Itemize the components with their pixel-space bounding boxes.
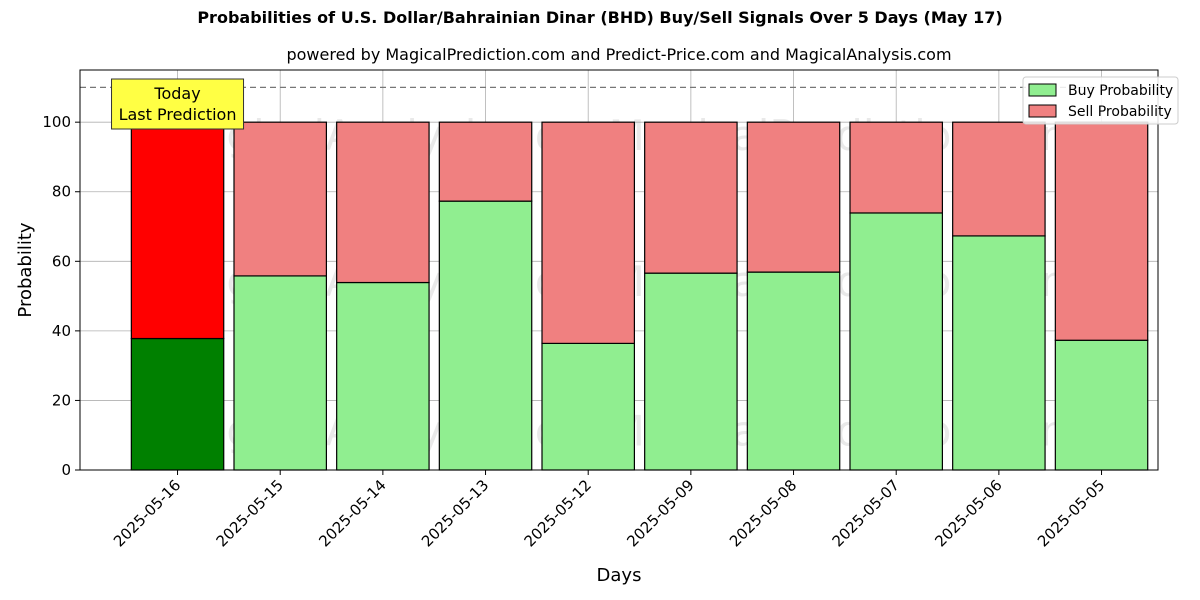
y-tick-label: 40: [52, 322, 71, 340]
legend-label: Buy Probability: [1068, 83, 1173, 99]
buy-bar: [336, 281, 430, 471]
buy-bar: [233, 275, 328, 471]
buy-bar: [541, 342, 636, 471]
buy-bar: [952, 235, 1046, 471]
y-tick-label: 100: [42, 113, 71, 131]
sell-bar: [233, 121, 328, 277]
legend-frame: [1022, 76, 1179, 125]
x-tick-label: 2025-05-05: [1034, 476, 1108, 550]
chart-title: Probabilities of U.S. Dollar/Bahrainian …: [197, 8, 1003, 27]
x-tick-label: 2025-05-15: [213, 476, 287, 550]
y-axis-label: Probability: [15, 222, 36, 317]
x-tick-label: 2025-05-09: [623, 476, 697, 550]
buy-bar: [746, 271, 841, 471]
chart-subtitle: powered by MagicalPrediction.com and Pre…: [286, 45, 952, 64]
sell-bar: [952, 121, 1046, 237]
legend-swatch: [1028, 104, 1057, 118]
sell-bar: [1054, 121, 1149, 341]
today-label: Today: [153, 84, 200, 103]
x-axis-ticks: 2025-05-16 2025-05-15 2025-05-14 2025-05-13…: [110, 470, 1108, 550]
x-axis-label: Days: [597, 565, 642, 586]
y-axis-ticks: 0 20 40 60 80 100: [42, 113, 80, 479]
sell-bar: [746, 121, 841, 273]
legend-label: Sell Probability: [1068, 104, 1172, 120]
x-tick-label: 2025-05-16: [110, 476, 184, 550]
sell-bar: [849, 121, 944, 214]
today-annotation-box: [111, 78, 245, 130]
buy-bar: [130, 337, 225, 471]
sell-bar: [336, 121, 430, 284]
legend: Buy Probability Sell Probability: [1022, 76, 1179, 125]
y-tick-label: 20: [52, 391, 71, 409]
sell-bar: [130, 121, 225, 340]
today-annotation: Today Last Prediction: [111, 78, 245, 130]
legend-swatch: [1028, 83, 1057, 97]
x-tick-label: 2025-05-12: [521, 476, 595, 550]
x-tick-label: 2025-05-07: [829, 476, 903, 550]
x-tick-label: 2025-05-14: [315, 476, 389, 550]
y-tick-label: 0: [61, 461, 71, 479]
x-tick-label: 2025-05-13: [418, 476, 492, 550]
buy-bar: [849, 212, 944, 471]
x-tick-label: 2025-05-06: [931, 476, 1005, 550]
buy-bar: [1054, 339, 1149, 471]
last-prediction-label: Last Prediction: [119, 105, 237, 124]
buy-bar: [438, 200, 533, 471]
sell-bar: [438, 121, 533, 202]
sell-bar: [644, 121, 738, 274]
bars: [130, 121, 1149, 471]
buy-bar: [644, 272, 738, 471]
plot-frame: [79, 69, 1159, 471]
y-tick-label: 80: [52, 183, 71, 201]
y-tick-label: 60: [52, 252, 71, 270]
x-tick-label: 2025-05-08: [726, 476, 800, 550]
sell-bar: [541, 121, 636, 344]
